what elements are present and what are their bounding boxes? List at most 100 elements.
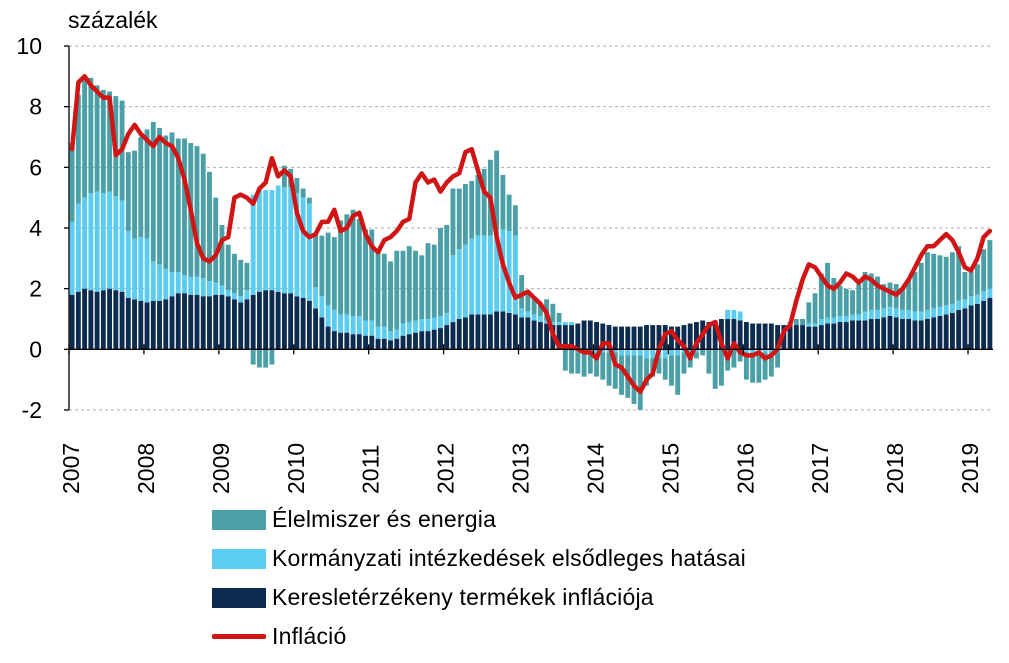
bar-government bbox=[806, 323, 812, 327]
bar-government bbox=[594, 349, 599, 353]
bar-demand bbox=[837, 322, 843, 350]
bar-government bbox=[294, 193, 300, 297]
x-tick-label: 2015 bbox=[657, 443, 683, 494]
bar-food_energy bbox=[69, 143, 75, 222]
bar-food_energy bbox=[700, 349, 706, 356]
bar-food_energy bbox=[82, 79, 88, 198]
legend-swatch-government bbox=[212, 548, 266, 569]
bar-government bbox=[519, 308, 525, 318]
bar-government bbox=[438, 315, 443, 329]
bar-food_energy bbox=[968, 271, 974, 297]
bar-food_energy bbox=[918, 262, 924, 312]
bar-government bbox=[225, 290, 231, 297]
bar-government bbox=[413, 320, 418, 333]
y-tick-label: 6 bbox=[29, 154, 42, 180]
bar-demand bbox=[225, 296, 231, 350]
bar-food_energy bbox=[981, 249, 987, 292]
bar-government bbox=[175, 271, 181, 294]
bar-government bbox=[431, 317, 437, 330]
bar-government bbox=[344, 314, 350, 333]
bar-government bbox=[900, 309, 905, 319]
bar-food_energy bbox=[594, 352, 599, 377]
bar-government bbox=[213, 282, 219, 295]
legend-label-government: Kormányzati intézkedések elsődleges hatá… bbox=[272, 545, 746, 571]
bar-food_energy bbox=[768, 352, 774, 377]
bar-government bbox=[925, 309, 930, 319]
bar-government bbox=[150, 261, 156, 301]
bar-government bbox=[675, 349, 681, 356]
bar-government bbox=[125, 231, 131, 298]
bar-food_energy bbox=[937, 255, 943, 307]
bar-food_energy bbox=[675, 355, 681, 395]
bar-demand bbox=[556, 325, 562, 350]
bar-government bbox=[762, 349, 768, 353]
bar-demand bbox=[856, 320, 862, 350]
bar-food_energy bbox=[562, 349, 568, 371]
bar-demand bbox=[519, 317, 525, 350]
bar-food_energy bbox=[743, 352, 749, 380]
bar-government bbox=[369, 320, 375, 336]
bar-government bbox=[887, 306, 893, 316]
bar-government bbox=[631, 349, 637, 356]
bar-food_energy bbox=[843, 288, 849, 316]
bar-government bbox=[569, 322, 575, 326]
bar-food_energy bbox=[881, 284, 887, 309]
legend: Élelmiszer és energia Kormányzati intézk… bbox=[212, 500, 912, 656]
bar-government bbox=[138, 237, 144, 301]
bar-demand bbox=[831, 323, 837, 350]
bar-government bbox=[562, 322, 568, 326]
bar-demand bbox=[750, 323, 756, 350]
bar-demand bbox=[313, 308, 319, 350]
bar-demand bbox=[900, 319, 905, 350]
bar-demand bbox=[619, 326, 624, 350]
bar-demand bbox=[369, 335, 375, 350]
bar-demand bbox=[406, 334, 412, 350]
bar-government bbox=[182, 275, 187, 294]
bar-demand bbox=[569, 325, 575, 350]
bar-food_energy bbox=[194, 146, 200, 277]
bar-demand bbox=[562, 325, 568, 350]
x-tick-label: 2009 bbox=[208, 443, 234, 494]
bar-demand bbox=[94, 291, 100, 350]
legend-label-inflation: Infláció bbox=[272, 623, 347, 649]
bar-government bbox=[132, 238, 137, 300]
bar-food_energy bbox=[388, 261, 393, 332]
bar-government bbox=[812, 323, 818, 327]
bar-food_energy bbox=[163, 135, 169, 269]
bar-food_energy bbox=[987, 240, 993, 289]
bar-demand bbox=[644, 325, 649, 350]
bar-government bbox=[475, 235, 481, 315]
bar-demand bbox=[600, 323, 606, 350]
bar-government bbox=[157, 264, 162, 301]
bar-demand bbox=[500, 311, 506, 350]
bar-government bbox=[331, 309, 337, 332]
bar-government bbox=[381, 326, 387, 339]
bar-government bbox=[544, 320, 550, 324]
bar-government bbox=[906, 309, 912, 319]
bar-food_energy bbox=[469, 180, 475, 239]
bar-food_energy bbox=[900, 288, 905, 310]
bar-food_energy bbox=[419, 255, 425, 319]
bar-government bbox=[687, 349, 693, 353]
bar-demand bbox=[281, 293, 287, 350]
bar-demand bbox=[606, 325, 612, 350]
x-tick-label: 2011 bbox=[358, 445, 384, 494]
legend-item-food-energy: Élelmiszer és energia bbox=[212, 500, 912, 539]
bar-demand bbox=[144, 302, 150, 350]
bar-food_energy bbox=[600, 352, 606, 380]
bar-food_energy bbox=[431, 244, 437, 318]
bar-government bbox=[456, 249, 462, 319]
bar-food_energy bbox=[481, 168, 487, 236]
x-tick-label: 2017 bbox=[807, 443, 833, 494]
bar-food_energy bbox=[394, 250, 400, 330]
bar-food_energy bbox=[537, 303, 543, 316]
bar-demand bbox=[937, 315, 943, 350]
bar-government bbox=[556, 322, 562, 326]
bar-demand bbox=[943, 314, 949, 350]
bar-government bbox=[107, 191, 113, 289]
bar-government bbox=[163, 268, 169, 300]
bar-demand bbox=[88, 290, 94, 350]
bar-demand bbox=[400, 335, 406, 350]
bar-government bbox=[875, 309, 880, 319]
bar-demand bbox=[494, 311, 500, 350]
